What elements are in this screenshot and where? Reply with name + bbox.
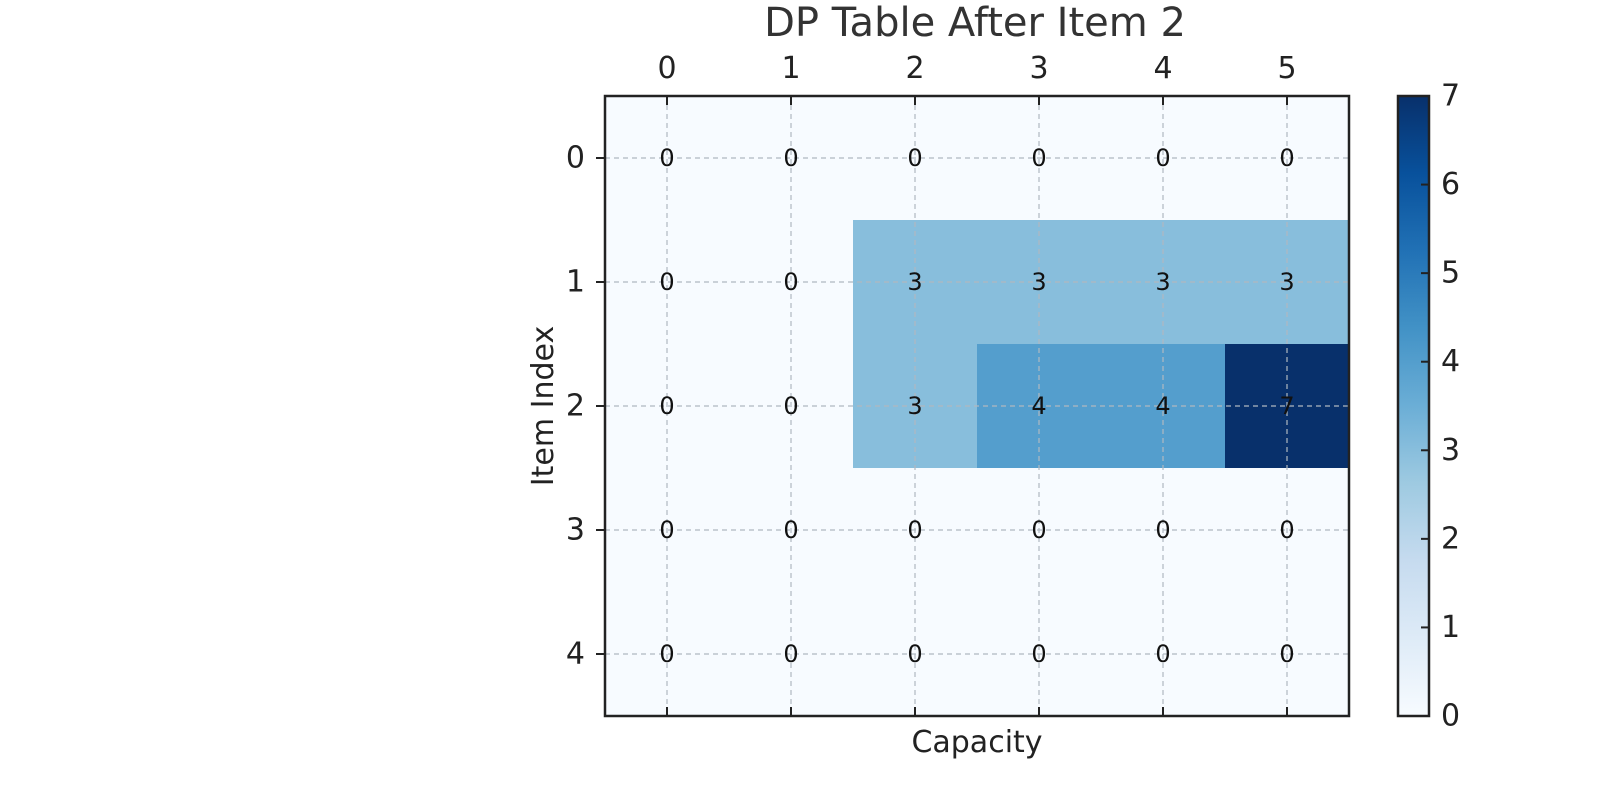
colorbar: 0 1 2 3 4 5 6 7 — [1396, 79, 1460, 734]
cell-value-label: 0 — [1031, 516, 1046, 544]
x-tick-label: 0 — [657, 51, 676, 86]
cell-value-label: 0 — [783, 516, 798, 544]
chart-title: DP Table After Item 2 — [764, 0, 1186, 46]
colorbar-tick-label: 1 — [1441, 610, 1460, 645]
colorbar-tick-label: 2 — [1441, 521, 1460, 556]
cell-value-label: 4 — [1155, 392, 1170, 420]
colorbar-tick-label: 7 — [1441, 79, 1460, 114]
cell-value-label: 0 — [1031, 144, 1046, 172]
colorbar-ticks: 0 1 2 3 4 5 6 7 — [1421, 79, 1460, 734]
cell-value-label: 0 — [783, 640, 798, 668]
colorbar-frame — [1396, 94, 1431, 718]
cell-value-label: 0 — [1155, 144, 1170, 172]
cell-value-label: 0 — [1279, 640, 1294, 668]
x-tick-label: 5 — [1277, 51, 1296, 86]
colorbar-tick-label: 0 — [1441, 699, 1460, 734]
cell-value-label: 7 — [1279, 392, 1294, 420]
cell-value-label: 0 — [907, 640, 922, 668]
cell-value-label: 0 — [907, 516, 922, 544]
cell-value-label: 3 — [1155, 268, 1170, 296]
cell-value-label: 0 — [783, 268, 798, 296]
cell-annotations: 0 0 0 0 0 0 0 0 3 3 3 3 0 0 3 4 4 7 0 0 0 0 0 0 0 0 0 0 0 0 — [659, 144, 1294, 668]
cell-value-label: 0 — [659, 144, 674, 172]
x-tick-label: 1 — [781, 51, 800, 86]
cell-value-label: 3 — [1279, 268, 1294, 296]
x-axis-label: Capacity — [911, 725, 1042, 760]
colorbar-gradient — [1398, 96, 1429, 716]
colorbar-tick-label: 6 — [1441, 167, 1460, 202]
cell-value-label: 3 — [1031, 268, 1046, 296]
x-axis-ticks: 0 1 2 3 4 5 — [657, 51, 1297, 716]
x-tick-label: 2 — [905, 51, 924, 86]
cell-value-label: 0 — [659, 516, 674, 544]
cell-value-label: 0 — [1279, 144, 1294, 172]
y-tick-label: 2 — [566, 389, 585, 424]
cell-value-label: 3 — [907, 268, 922, 296]
cell-value-label: 0 — [1279, 516, 1294, 544]
cell-value-label: 0 — [659, 268, 674, 296]
y-tick-label: 1 — [566, 265, 585, 300]
cell-value-label: 3 — [907, 392, 922, 420]
colorbar-tick-label: 3 — [1441, 433, 1460, 468]
y-tick-label: 0 — [566, 141, 585, 176]
colorbar-tick-label: 5 — [1441, 256, 1460, 291]
x-tick-label: 4 — [1153, 51, 1172, 86]
cell-value-label: 0 — [659, 640, 674, 668]
y-axis-ticks: 0 1 2 3 4 — [566, 141, 605, 672]
grid-lines — [605, 96, 1349, 716]
y-tick-label: 4 — [566, 637, 585, 672]
cell-value-label: 0 — [1155, 640, 1170, 668]
plot-frame — [603, 94, 1351, 718]
y-axis-label: Item Index — [526, 326, 561, 486]
x-tick-label: 3 — [1029, 51, 1048, 86]
cell-value-label: 0 — [1155, 516, 1170, 544]
cell-value-label: 0 — [783, 392, 798, 420]
colorbar-tick-label: 4 — [1441, 344, 1460, 379]
cell-value-label: 0 — [907, 144, 922, 172]
cell-value-label: 0 — [659, 392, 674, 420]
y-tick-label: 3 — [566, 513, 585, 548]
cell-value-label: 0 — [783, 144, 798, 172]
cell-value-label: 0 — [1031, 640, 1046, 668]
cell-value-label: 4 — [1031, 392, 1046, 420]
